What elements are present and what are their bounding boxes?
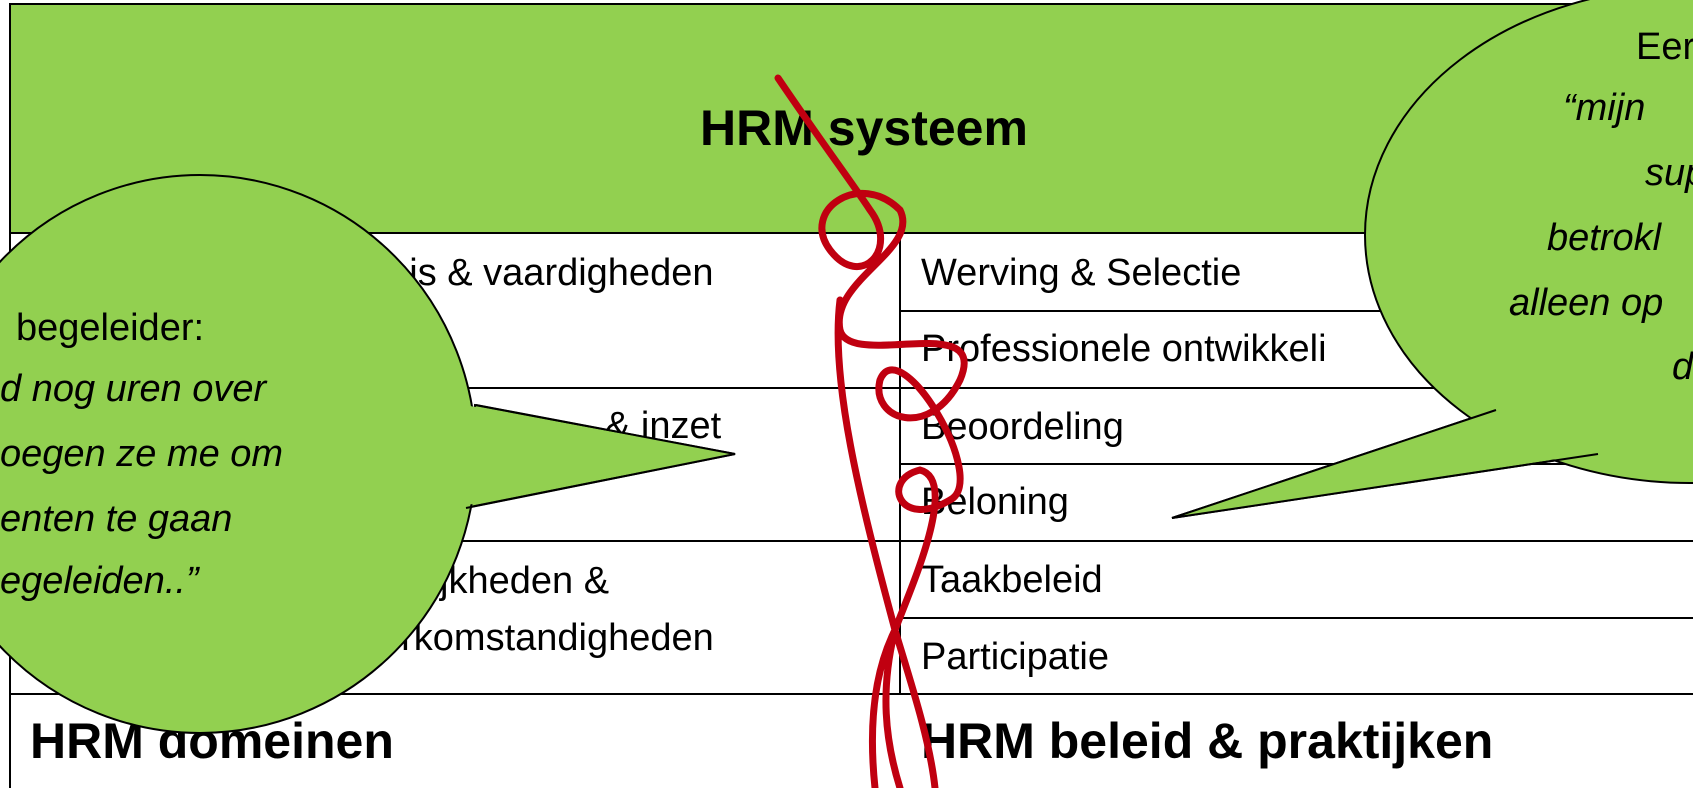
- callout-join: [1172, 408, 1602, 518]
- callout-text: Eer: [1636, 26, 1693, 68]
- callout-text: alleen op: [1509, 282, 1663, 324]
- callout-text: betrokl: [1547, 217, 1663, 259]
- callout-right: Eer “mijnsup betrokl alleen opd: [1171, 0, 1693, 519]
- footer-label: HRM beleid & praktijken: [921, 713, 1493, 769]
- callout-text: d: [1672, 346, 1693, 388]
- callout-left: begeleider: d nog uren over oegen ze me om…: [0, 174, 736, 734]
- callout-join: [462, 406, 735, 506]
- callout-text: d nog uren over: [0, 368, 268, 410]
- callout-text: “mijn: [1563, 87, 1645, 129]
- callout-tail-edge: [1171, 409, 1599, 519]
- callout-text: egeleiden..”: [0, 560, 201, 602]
- table-cell: Taakbeleid: [921, 559, 1103, 601]
- title: HRM systeem: [700, 100, 1028, 156]
- table-cell: erkomstandigheden: [380, 617, 714, 659]
- callout-body: [1364, 0, 1693, 484]
- callout-text: oegen ze me om: [0, 433, 283, 475]
- callout-tail-edge: [465, 404, 736, 509]
- callout-text: sup: [1645, 152, 1693, 194]
- table-cell: nnis & vaardigheden: [367, 252, 713, 294]
- table-cell: Werving & Selectie: [921, 252, 1241, 294]
- callout-text: enten te gaan: [0, 498, 232, 540]
- table-cell: Participatie: [921, 636, 1109, 678]
- callout-text: begeleider:: [16, 307, 204, 349]
- string-decoration: [774, 74, 968, 788]
- table-cell: Professionele ontwikkeli: [921, 328, 1327, 370]
